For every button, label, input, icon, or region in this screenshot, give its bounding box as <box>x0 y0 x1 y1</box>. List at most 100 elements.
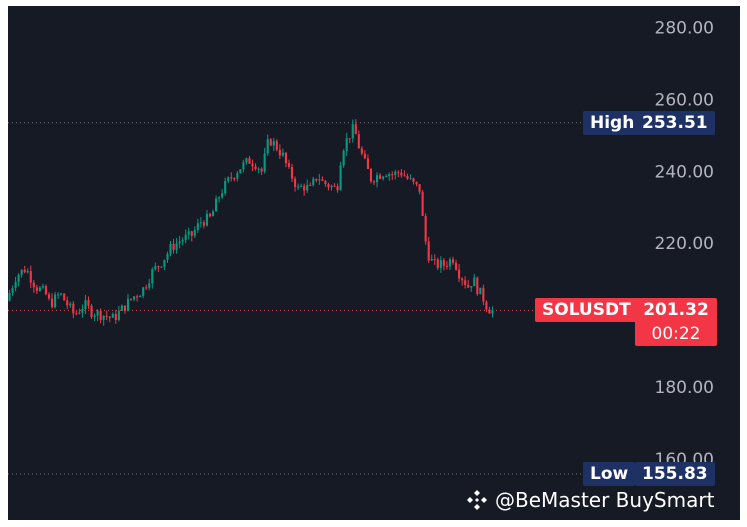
candle-body <box>488 309 491 314</box>
candle-body <box>142 287 145 296</box>
chart-panel[interactable]: 280.00260.00240.00220.00200.00180.00160.… <box>8 6 740 520</box>
candle-body <box>35 287 38 291</box>
candle-body <box>421 191 424 216</box>
y-tick-label: 240.00 <box>655 162 714 182</box>
candle-body <box>464 280 467 285</box>
candle-body <box>333 185 336 187</box>
candle-body <box>11 287 14 293</box>
candle-body <box>239 169 242 174</box>
candle-body <box>430 258 433 261</box>
candle-body <box>306 184 309 191</box>
candle-body <box>32 282 35 288</box>
candle-body <box>467 284 470 288</box>
candle-body <box>84 300 87 309</box>
candle-body <box>151 269 154 284</box>
candle-body <box>163 259 166 267</box>
candle-body <box>205 213 209 226</box>
candle-body <box>366 158 370 169</box>
candle-body <box>448 259 452 267</box>
candle-body <box>184 234 187 241</box>
candle-body <box>418 184 421 192</box>
candle-body <box>372 181 376 183</box>
candle-body <box>20 269 23 275</box>
candle-body <box>78 312 81 314</box>
candle-body <box>178 241 181 244</box>
candle-body <box>251 163 254 167</box>
candle-body <box>8 292 11 301</box>
reference-lines <box>8 122 583 475</box>
candle-body <box>473 277 476 287</box>
candle-body <box>427 241 430 261</box>
candle-body <box>29 271 32 283</box>
candle-body <box>445 265 448 267</box>
candle-body <box>44 286 48 295</box>
candle-body <box>17 274 20 283</box>
candle-body <box>436 259 439 268</box>
candle-body <box>263 153 266 172</box>
candle-body <box>221 193 224 198</box>
candle-body <box>451 259 455 263</box>
candle-body <box>321 179 324 181</box>
candle-body <box>166 253 169 260</box>
candle-body <box>287 163 291 167</box>
candle-body <box>41 286 44 288</box>
symbol-tag[interactable]: SOLUSDT <box>535 298 638 323</box>
candle-body <box>90 305 93 317</box>
candle-body <box>318 179 321 181</box>
candle-body <box>257 168 260 170</box>
price-chart[interactable]: 280.00260.00240.00220.00200.00180.00160.… <box>8 6 740 520</box>
candle-body <box>47 294 51 299</box>
candle-body <box>66 300 69 306</box>
y-tick-label: 180.00 <box>655 378 714 398</box>
last-price-value: 201.32 <box>643 300 709 321</box>
candle-body <box>245 158 248 163</box>
candle-body <box>139 295 142 298</box>
candle-body <box>117 310 120 320</box>
candle-body <box>215 198 218 212</box>
candle-body <box>360 148 363 154</box>
candle-body <box>154 266 157 270</box>
candle-body <box>96 310 99 316</box>
candle-body <box>397 171 400 173</box>
candle-body <box>315 178 318 181</box>
candle-body <box>403 175 406 177</box>
candle-body <box>327 184 330 188</box>
candle-body <box>336 186 339 191</box>
y-tick-label: 260.00 <box>655 90 714 110</box>
low-value-tag: 155.83 <box>635 461 715 486</box>
candle-body <box>57 294 60 296</box>
candle-body <box>400 172 403 176</box>
candle-body <box>75 313 78 315</box>
candle-body <box>199 222 202 224</box>
candle-body <box>123 305 127 311</box>
candle-body <box>300 185 303 187</box>
candle-body <box>248 158 251 164</box>
low-label-tag: Low <box>583 461 636 486</box>
candle-body <box>309 184 312 186</box>
candle-body <box>224 181 227 194</box>
candle-body <box>50 298 54 308</box>
candle-body <box>160 266 163 268</box>
candle-body <box>54 294 57 308</box>
candle-body <box>181 240 184 242</box>
candle-body <box>102 315 105 320</box>
candle-body <box>26 271 29 273</box>
candle-body <box>357 134 360 149</box>
candle-body <box>60 293 63 295</box>
candle-body <box>69 303 72 306</box>
candle-body <box>424 215 427 242</box>
y-tick-label: 280.00 <box>655 19 714 39</box>
candle-body <box>342 150 345 166</box>
y-tick-label: 220.00 <box>655 234 714 254</box>
candle-body <box>187 231 190 235</box>
candle-body <box>458 269 461 279</box>
candle-body <box>470 286 473 288</box>
candle-body <box>394 171 397 176</box>
binance-logo-icon <box>467 490 487 510</box>
candle-body <box>169 243 172 254</box>
candle-body <box>126 298 130 311</box>
candle-body <box>236 173 239 179</box>
candle-body <box>409 178 412 180</box>
candle-body <box>99 310 102 320</box>
candle-body <box>369 168 373 182</box>
